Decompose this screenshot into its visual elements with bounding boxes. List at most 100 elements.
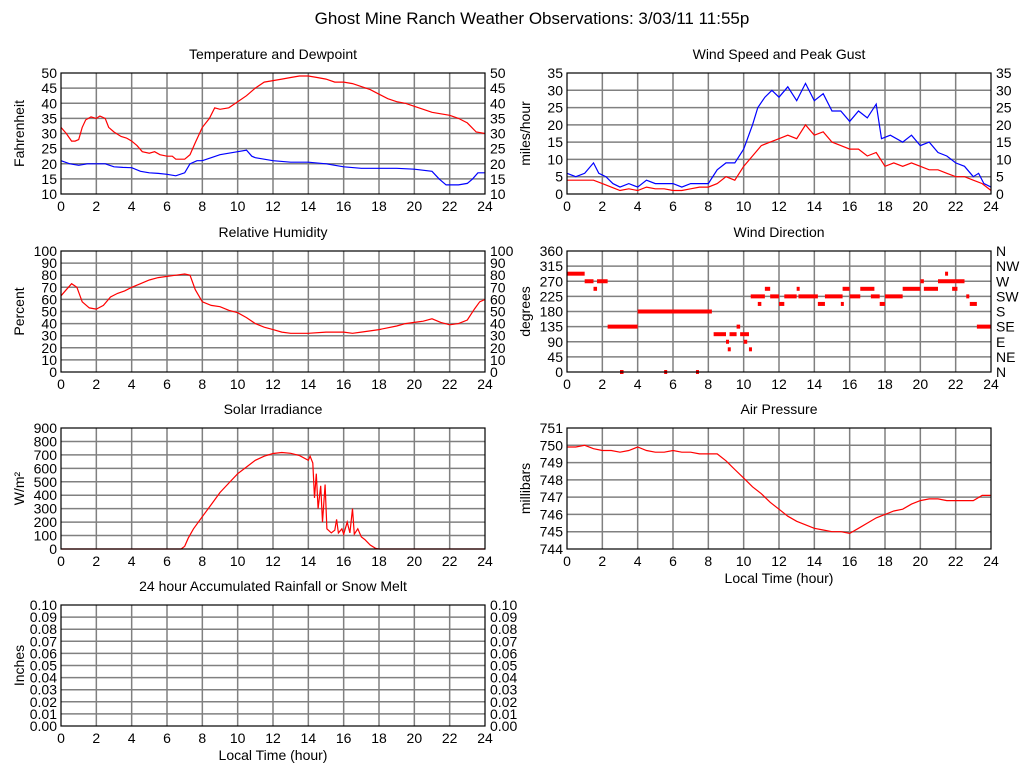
- right-tick-label: 70: [490, 279, 506, 295]
- x-tick-label: 24: [477, 198, 493, 214]
- x-tick-label: 4: [128, 198, 136, 214]
- wind-direction-mark: [750, 294, 765, 299]
- wind-direction-mark: [597, 279, 608, 284]
- x-tick-label: 12: [265, 376, 281, 392]
- x-tick-label: 22: [442, 198, 458, 214]
- chart-panel: 24 hour Accumulated Rainfall or Snow Mel…: [11, 578, 517, 763]
- right-tick-label: 0.00: [490, 718, 517, 734]
- y-tick-label: 225: [540, 288, 564, 304]
- y-tick-label: 90: [41, 255, 57, 271]
- y-tick-label: 0: [555, 364, 563, 380]
- x-tick-label: 0: [57, 553, 65, 569]
- right-tick-label: 0.09: [490, 609, 517, 625]
- x-tick-label: 22: [442, 730, 458, 746]
- series-line-solar-irradiance: [61, 451, 485, 550]
- wind-direction-mark: [842, 286, 850, 291]
- x-tick-label: 18: [371, 198, 387, 214]
- y-tick-label: 0.05: [30, 658, 57, 674]
- y-tick-label: 50: [41, 65, 57, 81]
- wind-direction-mark: [885, 294, 903, 299]
- x-tick-label: 22: [442, 553, 458, 569]
- x-tick-label: 10: [230, 198, 246, 214]
- plot-frame: [60, 427, 486, 550]
- right-tick-label: 10: [490, 352, 506, 368]
- x-tick-label: 10: [230, 730, 246, 746]
- y-tick-label: 300: [34, 501, 58, 517]
- x-tick-label: 14: [807, 198, 823, 214]
- right-tick-label: 50: [490, 65, 506, 81]
- x-tick-label: 20: [913, 553, 929, 569]
- y-tick-label: 0.01: [30, 706, 57, 722]
- y-tick-label: 0.09: [30, 609, 57, 625]
- x-tick-label: 18: [877, 198, 893, 214]
- series-line-dewpoint: [60, 149, 485, 186]
- series-line-wind-speed: [567, 123, 992, 192]
- x-tick-label: 4: [128, 730, 136, 746]
- x-tick-label: 16: [842, 376, 858, 392]
- wind-direction-mark: [902, 286, 921, 291]
- x-tick-label: 18: [877, 553, 893, 569]
- right-tick-label: 0.03: [490, 682, 517, 698]
- wind-direction-mark: [796, 286, 800, 291]
- wind-direction-mark: [969, 301, 977, 306]
- y-tick-label: 35: [41, 110, 57, 126]
- right-tick-label: 40: [490, 316, 506, 332]
- wind-direction-mark: [748, 347, 752, 352]
- wind-direction-mark: [713, 332, 726, 337]
- x-tick-label: 20: [407, 376, 423, 392]
- y-tick-label: 800: [34, 433, 58, 449]
- wind-direction-mark: [824, 294, 843, 299]
- x-tick-label: 8: [198, 730, 206, 746]
- y-tick-label: 747: [540, 489, 564, 505]
- x-tick-label: 24: [477, 730, 493, 746]
- y-tick-label: 45: [41, 80, 57, 96]
- x-tick-label: 2: [598, 198, 606, 214]
- y-tick-label: 30: [41, 328, 57, 344]
- y-axis-label: Inches: [11, 645, 27, 686]
- x-tick-label: 12: [771, 376, 787, 392]
- chart-title: 24 hour Accumulated Rainfall or Snow Mel…: [139, 578, 407, 594]
- plot-frame: [566, 250, 992, 373]
- x-tick-label: 12: [265, 730, 281, 746]
- right-tick-label: 0.01: [490, 706, 517, 722]
- x-tick-label: 24: [983, 376, 999, 392]
- y-tick-label: 10: [547, 151, 563, 167]
- y-tick-label: 744: [540, 541, 564, 557]
- x-tick-label: 12: [265, 553, 281, 569]
- x-tick-label: 20: [407, 553, 423, 569]
- right-tick-label: 0.05: [490, 658, 517, 674]
- wind-direction-mark: [952, 286, 958, 291]
- right-tick-label: 25: [490, 141, 506, 157]
- wind-direction-mark: [637, 309, 712, 314]
- y-tick-label: 315: [540, 258, 564, 274]
- right-tick-label: 20: [490, 340, 506, 356]
- y-tick-label: 100: [34, 243, 58, 259]
- right-tick-label: 100: [490, 243, 514, 259]
- right-tick-label: W: [996, 273, 1010, 289]
- y-tick-label: 0.06: [30, 645, 57, 661]
- x-tick-label: 10: [736, 198, 752, 214]
- x-tick-label: 22: [948, 376, 964, 392]
- y-tick-label: 40: [41, 95, 57, 111]
- x-tick-label: 16: [336, 730, 352, 746]
- x-tick-label: 20: [913, 198, 929, 214]
- x-tick-label: 20: [407, 198, 423, 214]
- right-tick-label: 25: [996, 100, 1012, 116]
- right-tick-label: 0.10: [490, 597, 517, 613]
- series-line-air-pressure: [567, 444, 991, 535]
- y-axis-label: degrees: [517, 286, 533, 337]
- right-tick-label: 20: [490, 156, 506, 172]
- x-tick-label: 12: [265, 198, 281, 214]
- right-tick-label: 30: [490, 328, 506, 344]
- right-tick-label: SW: [996, 288, 1019, 304]
- y-tick-label: 400: [34, 487, 58, 503]
- y-tick-label: 20: [547, 117, 563, 133]
- x-tick-label: 24: [477, 376, 493, 392]
- right-tick-label: 40: [490, 95, 506, 111]
- y-axis-label: Percent: [11, 287, 27, 335]
- series-line-temperature: [60, 75, 486, 160]
- wind-direction-mark: [923, 286, 938, 291]
- y-tick-label: 135: [540, 319, 564, 335]
- right-tick-label: 50: [490, 304, 506, 320]
